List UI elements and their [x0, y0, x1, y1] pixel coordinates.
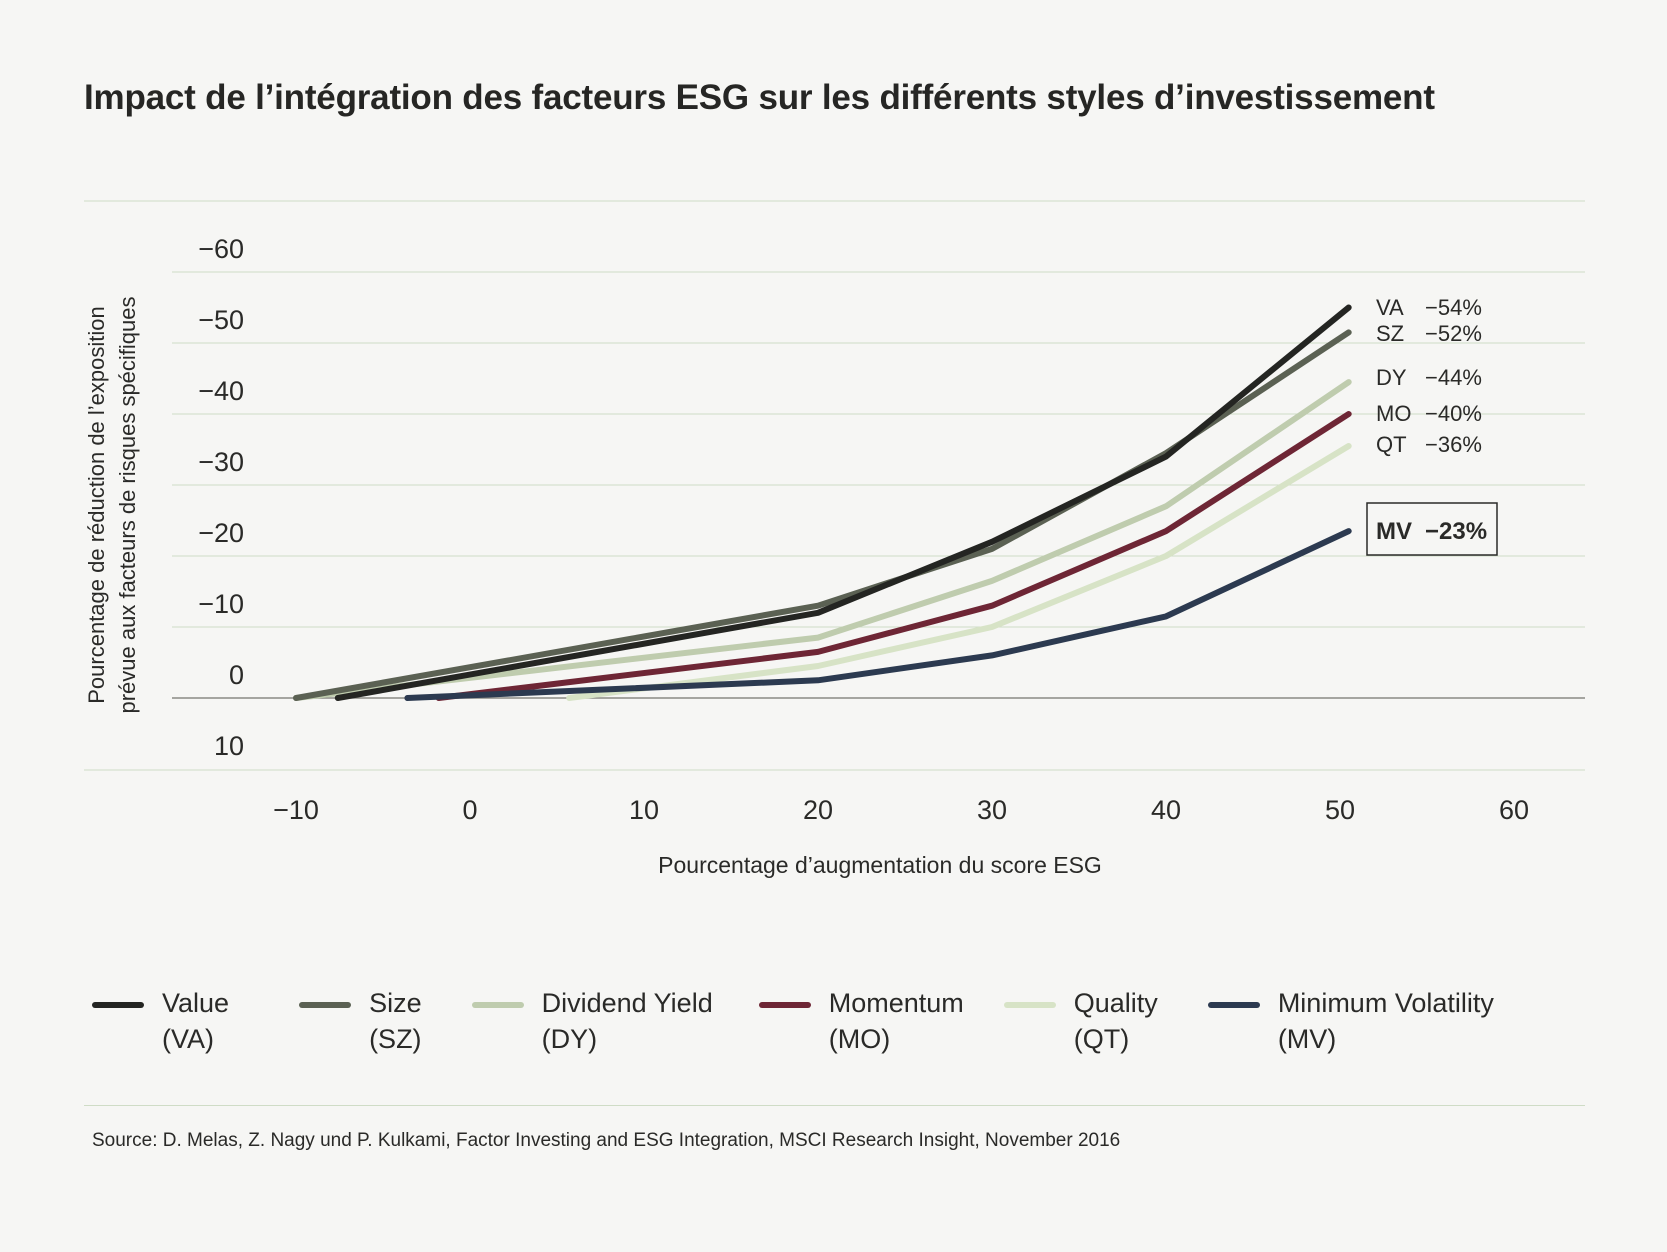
end-label-value-mo: −40%	[1425, 401, 1482, 426]
legend-name: Momentum	[828, 988, 964, 1018]
legend-code: (VA)	[162, 1024, 214, 1054]
series-line-sz	[293, 329, 1352, 701]
legend-item-dy: Dividend Yield (DY)	[471, 985, 713, 1057]
y-tick-label: −50	[198, 305, 244, 335]
legend-label: Quality (QT)	[1074, 985, 1158, 1057]
y-tick-label: −40	[198, 376, 244, 406]
end-labels: VA −54% SZ −52% DY −44% MO −40% QT −36% MV −23%	[1366, 295, 1498, 556]
chart-title: Impact de l’intégration des facteurs ESG…	[84, 78, 1435, 117]
series-line-qt	[566, 443, 1352, 701]
series-line-dy	[293, 379, 1352, 701]
legend-code: (DY)	[541, 1024, 598, 1054]
end-label-code-dy: DY	[1376, 365, 1407, 390]
x-tick-label: 50	[1325, 795, 1355, 825]
legend-label: Value (VA)	[162, 985, 229, 1057]
x-axis-ticks: −10 0 10 20 30 40 50 60	[273, 795, 1529, 825]
legend-code: (SZ)	[369, 1024, 422, 1054]
y-axis-ticks: −60 −50 −40 −30 −20 −10 0 10	[198, 234, 244, 761]
y-tick-label: −60	[198, 234, 244, 264]
end-label-value-mv: −23%	[1425, 518, 1487, 545]
source-note: Source: D. Melas, Z. Nagy und P. Kulkami…	[92, 1130, 1121, 1151]
y-tick-label: −30	[198, 447, 244, 477]
footer-divider	[84, 1105, 1585, 1106]
x-tick-label: 60	[1499, 795, 1529, 825]
end-label-box-mv	[1366, 502, 1498, 556]
end-label-value-qt: −36%	[1425, 432, 1482, 457]
gridlines	[84, 200, 1585, 771]
series-lines	[293, 304, 1352, 701]
y-axis-label-line-1: Pourcentage de réduction de l’exposition	[84, 306, 109, 704]
legend-name: Value	[162, 988, 230, 1018]
end-label-code-sz: SZ	[1376, 321, 1404, 346]
x-tick-label: 10	[629, 795, 659, 825]
legend-name: Quality	[1073, 988, 1158, 1018]
legend-label: Size (SZ)	[369, 985, 422, 1057]
y-tick-label: 10	[214, 731, 244, 761]
legend-label: Minimum Volatility (MV)	[1278, 985, 1494, 1057]
legend-swatch	[471, 1002, 524, 1008]
legend-swatch	[92, 1002, 144, 1008]
legend-code: (MO)	[828, 1024, 891, 1054]
end-label-code-va: VA	[1376, 295, 1404, 320]
line-chart: −60 −50 −40 −30 −20 −10 0 10 −10 0 10 20 30 40 50 60 V…	[84, 200, 1585, 878]
end-label-value-dy: −44%	[1425, 365, 1482, 390]
legend-item-va: Value (VA)	[92, 985, 229, 1057]
y-tick-label: 0	[229, 660, 244, 690]
legend-name: Minimum Volatility	[1277, 988, 1494, 1018]
legend-label: Dividend Yield (DY)	[542, 985, 713, 1057]
series-line-va	[334, 304, 1352, 701]
y-axis-label-line-2: prévue aux facteurs de risques spécifiqu…	[115, 296, 140, 713]
y-tick-label: −10	[198, 589, 244, 619]
legend-swatch	[758, 1002, 811, 1008]
legend-item-qt: Quality (QT)	[1003, 985, 1158, 1057]
end-label-code-mo: MO	[1376, 401, 1411, 426]
legend-swatch	[1003, 1002, 1056, 1008]
end-label-value-va: −54%	[1425, 295, 1482, 320]
end-label-code-mv: MV	[1376, 518, 1412, 545]
y-tick-label: −20	[198, 518, 244, 548]
series-line-mo	[435, 411, 1352, 701]
legend-name: Dividend Yield	[541, 988, 713, 1018]
legend-code: (QT)	[1073, 1024, 1130, 1054]
legend-item-mo: Momentum (MO)	[758, 985, 964, 1057]
legend-item-sz: Size (SZ)	[299, 985, 422, 1057]
x-axis-label: Pourcentage d’augmentation du score ESG	[658, 852, 1102, 878]
x-tick-label: 20	[803, 795, 833, 825]
legend-item-mv: Minimum Volatility (MV)	[1207, 985, 1494, 1057]
series-line-mv	[404, 528, 1352, 701]
legend-name: Size	[369, 988, 422, 1018]
x-tick-label: 40	[1151, 795, 1181, 825]
legend: Value (VA) Size (SZ) Dividend Yield (DY) Momen…	[92, 985, 1494, 1057]
x-tick-label: 0	[462, 795, 477, 825]
end-label-value-sz: −52%	[1425, 321, 1482, 346]
x-tick-label: −10	[273, 795, 319, 825]
legend-swatch	[299, 1002, 352, 1008]
end-label-code-qt: QT	[1376, 432, 1407, 457]
legend-code: (MV)	[1277, 1024, 1337, 1054]
legend-label: Momentum (MO)	[829, 985, 964, 1057]
x-tick-label: 30	[977, 795, 1007, 825]
legend-swatch	[1207, 1002, 1260, 1008]
